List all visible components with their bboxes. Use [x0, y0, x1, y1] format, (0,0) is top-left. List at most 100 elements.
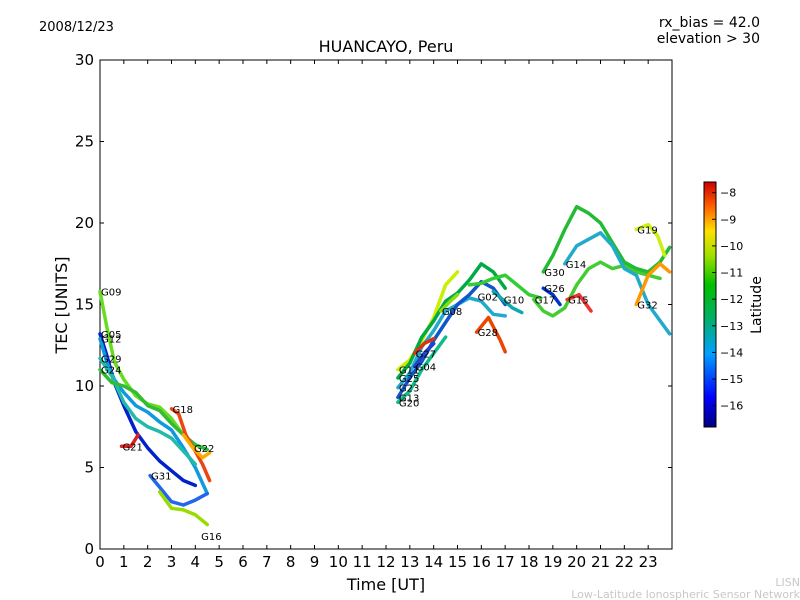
chart-title: HUANCAYO, Peru [319, 37, 454, 56]
series-line-g23 [396, 296, 507, 390]
series-line-g30 [541, 204, 672, 274]
series-label-g25: G25 [399, 374, 419, 385]
series-label-g16: G16 [201, 532, 221, 543]
colorbar-tick-label: −13 [720, 320, 743, 333]
x-tick-label: 6 [238, 553, 248, 571]
series-label-g29: G29 [101, 354, 121, 365]
series-label-g28: G28 [478, 328, 498, 339]
series-labels: G09G05G12G29G24G21G18G22G31G16G11G25G23G… [101, 226, 658, 543]
colorbar-tick-label: −12 [720, 293, 743, 306]
x-axis-label: Time [UT] [346, 575, 425, 594]
x-tick-label: 9 [310, 553, 320, 571]
x-tick-label: 12 [376, 553, 395, 571]
y-tick-label: 5 [84, 459, 94, 477]
x-tick-label: 20 [567, 553, 586, 571]
x-tick-label: 21 [591, 553, 610, 571]
x-tick-label: 22 [615, 553, 634, 571]
series-label-g14: G14 [566, 260, 586, 271]
colorbar-tick-label: −14 [720, 346, 743, 359]
series-line-g28 [474, 315, 507, 354]
series-line-g20 [396, 335, 448, 405]
x-tick-label: 19 [543, 553, 562, 571]
x-tick-label: 18 [519, 553, 538, 571]
series-line-g13 [396, 279, 507, 400]
x-tick-label: 2 [143, 553, 153, 571]
watermark-long: Low-Latitude Ionospheric Sensor Network [571, 588, 800, 600]
series-label-g11: G11 [399, 366, 419, 377]
x-tick-label: 0 [95, 553, 105, 571]
series-label-g09: G09 [101, 287, 121, 298]
colorbar-tick-label: −9 [720, 213, 736, 226]
series-line-g15 [565, 292, 593, 313]
x-tick-label: 10 [329, 553, 348, 571]
series-line-g09 [98, 289, 183, 434]
series-line-g26 [541, 286, 562, 307]
elevation-label: elevation > 30 [657, 31, 760, 47]
y-tick-label: 20 [75, 214, 94, 232]
series-label-g31: G31 [151, 472, 171, 483]
x-tick-label: 13 [400, 553, 419, 571]
series-label-g12: G12 [101, 335, 121, 346]
colorbar-tick-label: −15 [720, 373, 743, 386]
colorbar-ticks: −8 −9 −10 −11 −12 −13 −14 −15 −16 [712, 187, 743, 413]
series-label-g13: G13 [399, 393, 419, 404]
series-label-g32: G32 [637, 301, 657, 312]
y-tick-label: 10 [75, 377, 94, 395]
rx-bias-label: rx_bias = 42.0 [659, 15, 760, 31]
x-tick-label: 23 [639, 553, 658, 571]
x-tick-label: 17 [496, 553, 515, 571]
x-tick-label: 1 [119, 553, 129, 571]
watermark-short: LISN [775, 576, 800, 589]
series-line-g08 [439, 292, 460, 313]
series-label-g26: G26 [544, 284, 564, 295]
x-tick-label: 16 [472, 553, 491, 571]
series-line-g27 [412, 336, 436, 356]
series-label-g08: G08 [442, 307, 462, 318]
series-label-g15: G15 [568, 296, 588, 307]
series-label-g30: G30 [544, 268, 564, 279]
series-label-g18: G18 [173, 405, 193, 416]
colorbar-tick-label: −8 [720, 187, 736, 200]
x-tick-label: 3 [167, 553, 177, 571]
series-line-g14 [563, 231, 672, 336]
series-label-g21: G21 [122, 442, 142, 453]
series-label-g24: G24 [101, 366, 121, 377]
colorbar-tick-label: −11 [720, 267, 743, 280]
y-tick-label: 25 [75, 133, 94, 151]
x-axis: 0 1 2 3 4 5 6 7 8 9 10 11 12 13 14 15 16 17 18 19 20 21 22 23 [95, 60, 658, 571]
series-label-g19: G19 [637, 226, 657, 237]
colorbar-tick-label: −10 [720, 240, 743, 253]
series-label-g02: G02 [478, 292, 498, 303]
date-label: 2008/12/23 [39, 20, 114, 35]
series-label-g27: G27 [416, 349, 436, 360]
series-label-g17: G17 [535, 296, 555, 307]
series-line-g32 [634, 262, 672, 307]
series-layer [98, 204, 672, 527]
series-label-g20: G20 [399, 398, 419, 409]
x-tick-label: 8 [286, 553, 296, 571]
series-label-g10: G10 [504, 296, 524, 307]
x-tick-label: 14 [424, 553, 443, 571]
x-tick-label: 4 [191, 553, 201, 571]
y-axis: 0 5 10 15 20 25 30 [75, 51, 672, 558]
series-line-g31 [148, 473, 210, 507]
x-tick-label: 11 [353, 553, 372, 571]
series-line-g10 [491, 289, 524, 315]
series-line-g17 [532, 260, 662, 318]
x-tick-label: 5 [214, 553, 224, 571]
series-label-g22: G22 [194, 444, 214, 455]
x-tick-label: 15 [448, 553, 467, 571]
y-tick-label: 15 [75, 296, 94, 314]
y-tick-label: 30 [75, 51, 94, 69]
y-tick-label: 0 [84, 540, 94, 558]
series-line-g19 [634, 222, 667, 258]
series-line-g16 [157, 490, 210, 527]
colorbar-label: Latitude [749, 276, 765, 334]
x-tick-label: 7 [262, 553, 272, 571]
series-label-g23: G23 [399, 384, 419, 395]
series-line-g04 [412, 341, 436, 369]
y-axis-label: TEC [UNITS] [52, 257, 71, 355]
series-line-g22 [181, 433, 212, 460]
colorbar [703, 181, 717, 428]
